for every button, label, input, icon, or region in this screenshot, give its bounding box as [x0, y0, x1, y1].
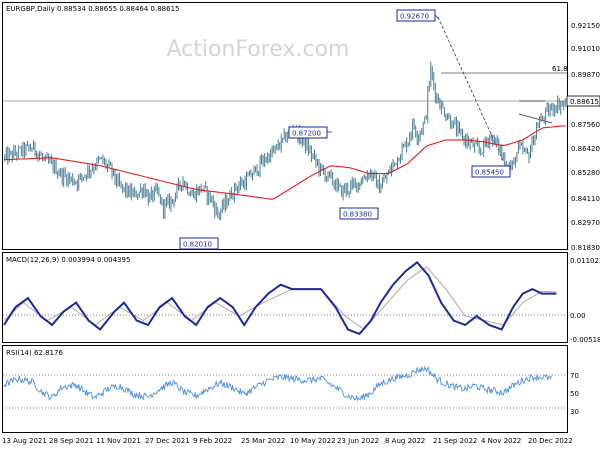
price-label-0.92670: 0.92670	[396, 9, 440, 22]
price-tick-label: 0.87560	[571, 121, 600, 129]
date-tick-label: 4 Nov 2022	[481, 437, 521, 445]
price-label-0.83380: 0.83380	[339, 207, 379, 220]
price-panel-title: EURGBP,Daily 0.88534 0.88655 0.88464 0.8…	[6, 5, 179, 13]
macd-signal-line	[3, 266, 557, 331]
rsi-tick-label: 70	[570, 372, 579, 380]
price-label-0.87200: 0.87200	[288, 126, 332, 139]
moving-average-line	[3, 125, 566, 200]
date-tick-label: 13 Aug 2021	[2, 437, 47, 445]
rsi-panel-frame	[2, 345, 568, 433]
date-tick-label: 20 Dec 2022	[528, 437, 573, 445]
price-tick-label: 0.86420	[571, 145, 600, 153]
macd-tick-label: 0.00	[570, 312, 586, 320]
watermark: ActionForex.com	[167, 37, 350, 62]
fib-61-8-label: 61.8	[552, 65, 568, 73]
date-tick-label: 8 Aug 2022	[385, 437, 425, 445]
label-text: 0.85450	[475, 169, 504, 177]
rsi-panel-title: RSI(14) 62.8176	[6, 349, 63, 357]
rsi-tick-label: 50	[570, 390, 579, 398]
price-tick-label: 0.82970	[571, 219, 600, 227]
date-tick-label: 25 Mar 2022	[241, 437, 285, 445]
date-tick-label: 21 Sep 2022	[433, 437, 477, 445]
current-price-label: 0.88615	[570, 98, 599, 106]
price-tick-label: 0.85280	[571, 169, 600, 177]
price-label-0.82010: 0.82010	[179, 237, 219, 250]
label-text: 0.82010	[183, 241, 212, 249]
label-text: 0.92670	[400, 13, 429, 21]
label-text: 0.83380	[343, 211, 372, 219]
date-tick-label: 10 May 2022	[290, 437, 336, 445]
macd-tick-label: -0.005182	[570, 336, 600, 344]
price-panel-frame	[2, 2, 568, 250]
rsi-tick-label: 30	[570, 408, 579, 416]
macd-tick-label: 0.011023	[570, 257, 600, 265]
date-tick-label: 28 Sep 2021	[49, 437, 93, 445]
macd-panel-title: MACD(12,26,9) 0.003994 0.004395	[6, 256, 130, 264]
date-tick-label: 9 Feb 2022	[193, 437, 232, 445]
price-tick-label: 0.91010	[571, 45, 600, 53]
label-text: 0.87200	[292, 130, 321, 138]
price-tick-label: 0.92150	[571, 22, 600, 30]
macd-panel-frame	[2, 252, 568, 343]
channel-line-lower	[518, 113, 553, 124]
price-tick-label: 0.89870	[571, 71, 600, 79]
date-tick-label: 11 Nov 2021	[96, 437, 141, 445]
price-tick-label: 0.81830	[571, 244, 600, 252]
macd-line	[3, 260, 557, 336]
price-tick-label: 0.84110	[571, 195, 600, 203]
rsi-line	[3, 365, 553, 402]
price-label-0.85450: 0.85450	[471, 165, 511, 178]
date-tick-label: 23 Jun 2022	[337, 437, 379, 445]
date-tick-label: 27 Dec 2021	[145, 437, 190, 445]
